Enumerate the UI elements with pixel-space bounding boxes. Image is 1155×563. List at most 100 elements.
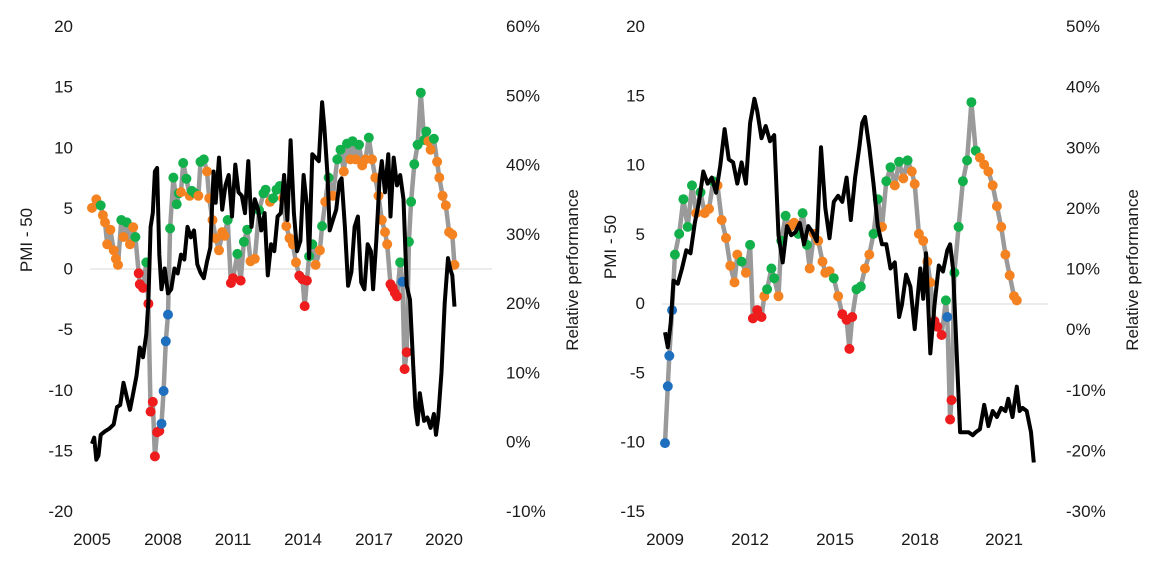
pmi-point-orange — [983, 166, 994, 177]
pmi-point-green — [885, 162, 896, 173]
y-tick-label: 15 — [54, 78, 73, 97]
pmi-point-red — [149, 451, 160, 462]
pmi-point-green — [736, 256, 747, 267]
pmi-point-orange — [249, 253, 260, 264]
x-tick-label: 2014 — [284, 530, 322, 549]
pmi-point-orange — [898, 173, 909, 184]
pmi-point-blue — [156, 418, 167, 429]
pmi-point-orange — [437, 190, 448, 201]
y2-tick-label: 50% — [1066, 17, 1100, 36]
pmi-point-green — [868, 228, 879, 239]
y-tick-label: -10 — [620, 433, 645, 452]
x-tick-label: 2008 — [144, 530, 182, 549]
pmi-point-orange — [1000, 249, 1011, 260]
left-y2-axis-title: Relative performance — [563, 189, 582, 351]
pmi-point-orange — [128, 222, 139, 233]
y-tick-label: 20 — [54, 17, 73, 36]
pmi-point-orange — [864, 249, 875, 260]
pmi-point-blue — [662, 381, 673, 392]
x-tick-label: 2011 — [215, 530, 252, 549]
pmi-point-green — [766, 263, 777, 274]
y-tick-label: -10 — [48, 381, 73, 400]
pmi-point-green — [406, 196, 417, 207]
y2-tick-label: 40% — [1066, 78, 1100, 97]
pmi-point-green — [198, 154, 209, 165]
pmi-point-orange — [434, 172, 445, 183]
y2-tick-label: 60% — [506, 17, 540, 36]
left-y-axis-title: PMI - 50 — [17, 208, 36, 272]
pmi-point-orange — [314, 245, 325, 256]
pmi-point-green — [769, 273, 780, 284]
pmi-point-blue — [158, 386, 169, 396]
pmi-point-green — [957, 176, 968, 187]
right-x-ticks: 2009 2012 2015 2018 2021 — [646, 530, 1023, 549]
y2-tick-label: -10% — [1066, 381, 1106, 400]
pmi-point-green — [95, 200, 106, 211]
pmi-point-green — [687, 180, 697, 191]
right-y-ticks: 20 15 10 5 0 -5 -10 -15 — [620, 17, 645, 521]
pmi-point-green — [332, 154, 343, 165]
pmi-point-orange — [996, 221, 1007, 232]
pmi-point-orange — [350, 154, 361, 165]
pmi-point-orange — [118, 232, 129, 242]
y-tick-label: 20 — [626, 17, 645, 36]
pmi-point-orange — [889, 180, 900, 191]
pmi-point-green — [902, 155, 913, 166]
pmi-point-green — [855, 281, 866, 292]
pmi-point-red — [147, 396, 158, 407]
left-x-ticks: 2005 2008 2011 2014 2017 2020 — [73, 530, 463, 549]
pmi-point-blue — [942, 312, 953, 322]
pmi-point-orange — [991, 201, 1002, 212]
pmi-point-orange — [281, 221, 292, 232]
pmi-point-orange — [447, 229, 458, 240]
y2-tick-label: 20% — [1066, 199, 1100, 218]
y-tick-label: 10 — [626, 156, 645, 175]
pmi-point-green — [335, 144, 346, 155]
y2-tick-label: -30% — [1066, 502, 1106, 521]
y2-tick-label: 40% — [506, 156, 540, 175]
pmi-point-blue — [160, 336, 171, 347]
pmi-point-green — [682, 221, 693, 232]
x-tick-label: 2009 — [646, 530, 684, 549]
pmi-point-orange — [380, 227, 390, 238]
pmi-point-green — [317, 221, 328, 232]
pmi-point-green — [894, 156, 905, 167]
pmi-point-green — [168, 172, 179, 183]
y-tick-label: -15 — [48, 441, 73, 460]
pmi-point-red — [401, 347, 412, 358]
pmi-point-green — [678, 194, 689, 205]
pmi-point-green — [762, 284, 773, 295]
pmi-point-orange — [425, 144, 436, 155]
pmi-point-orange — [214, 245, 224, 256]
right-y2-axis-title: Relative performance — [1123, 189, 1142, 351]
pmi-point-orange — [219, 230, 230, 241]
pmi-point-red — [847, 312, 858, 322]
pmi-point-orange — [382, 239, 393, 250]
pmi-point-green — [828, 273, 839, 284]
pmi-point-red — [946, 395, 957, 406]
x-tick-label: 2012 — [731, 530, 769, 549]
y-tick-label: 5 — [636, 225, 645, 244]
pmi-point-orange — [1011, 295, 1022, 306]
pmi-point-red — [145, 406, 156, 417]
y-tick-label: -5 — [58, 320, 73, 339]
pmi-point-green — [674, 228, 685, 239]
pmi-point-orange — [833, 291, 844, 302]
pmi-point-orange — [1004, 270, 1015, 281]
right-relative-performance-line — [663, 96, 1036, 463]
y2-tick-label: 10% — [1066, 260, 1100, 279]
pmi-point-orange — [87, 202, 97, 213]
pmi-point-green — [171, 199, 182, 210]
pmi-point-green — [421, 126, 432, 137]
pmi-point-green — [268, 193, 279, 204]
pmi-point-orange — [725, 260, 736, 271]
y2-tick-label: 10% — [506, 363, 540, 382]
pmi-point-orange — [987, 180, 998, 191]
y-tick-label: 10 — [54, 138, 73, 157]
x-tick-label: 2020 — [425, 530, 463, 549]
pmi-point-red — [299, 301, 310, 312]
pmi-point-orange — [704, 203, 714, 214]
pmi-point-green — [797, 208, 808, 219]
pmi-point-orange — [338, 166, 349, 177]
